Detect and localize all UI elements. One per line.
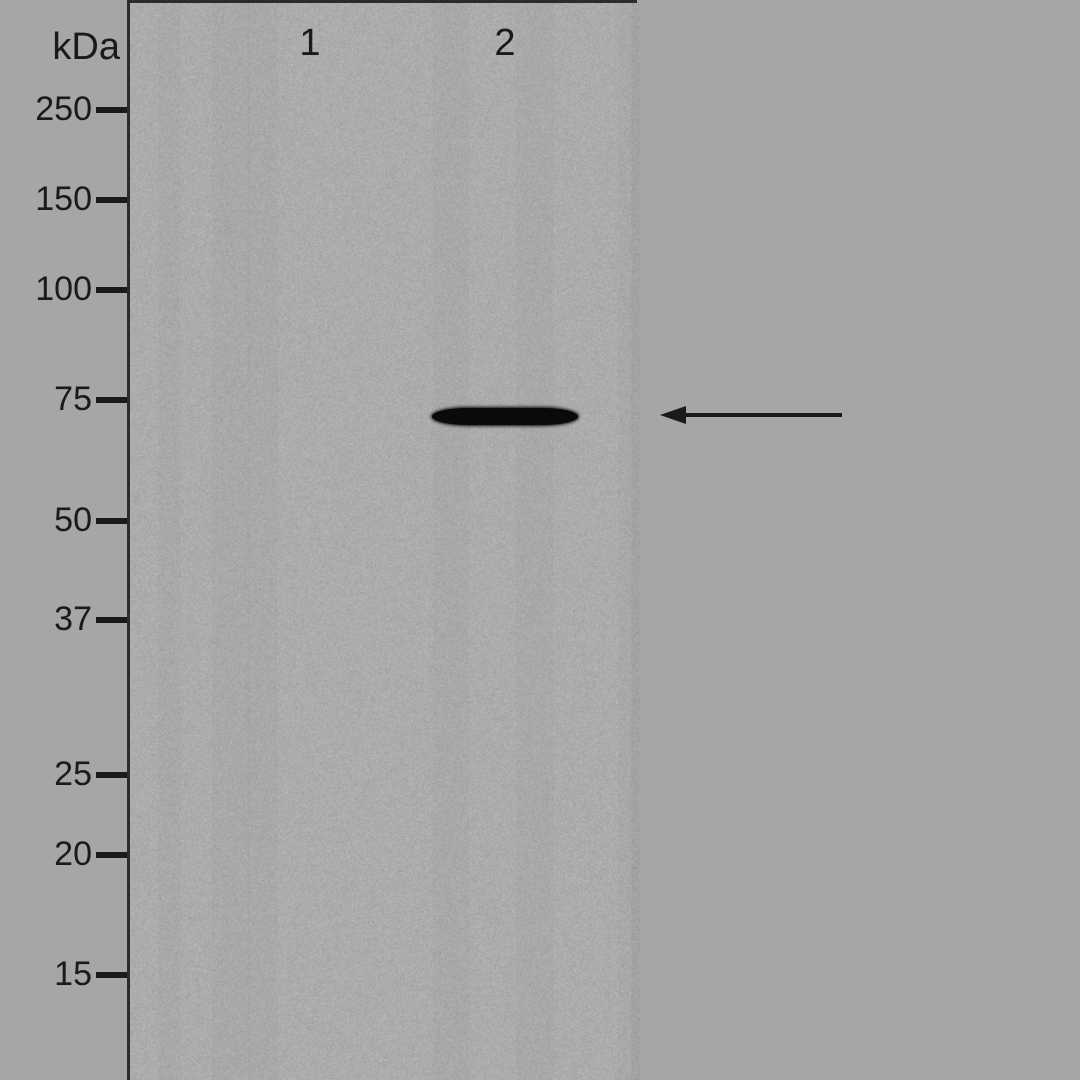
mw-label-37: 37 [0,600,92,639]
mw-label-100: 100 [0,270,92,309]
mw-tick-20 [96,852,127,858]
mw-tick-250 [96,107,127,113]
arrow-head [660,406,686,424]
mw-label-250: 250 [0,90,92,129]
mw-tick-150 [96,197,127,203]
mw-tick-25 [96,772,127,778]
mw-tick-15 [96,972,127,978]
mw-tick-100 [96,287,127,293]
mw-tick-37 [96,617,127,623]
mw-label-25: 25 [0,755,92,794]
mw-label-15: 15 [0,955,92,994]
mw-label-75: 75 [0,380,92,419]
mw-tick-50 [96,518,127,524]
mw-label-20: 20 [0,835,92,874]
lane-label-2: 2 [494,22,515,65]
mw-label-150: 150 [0,180,92,219]
membrane-noise [130,3,640,1080]
lane-label-1: 1 [299,22,320,65]
blot-membrane [127,0,637,1080]
western-blot-figure: kDa 1 2 250 150 100 75 50 37 25 20 15 [0,0,1080,1080]
arrow-shaft [684,413,842,417]
mw-tick-75 [96,397,127,403]
axis-unit-label: kDa [40,26,120,69]
band-lane2-0 [432,408,578,425]
mw-label-50: 50 [0,501,92,540]
